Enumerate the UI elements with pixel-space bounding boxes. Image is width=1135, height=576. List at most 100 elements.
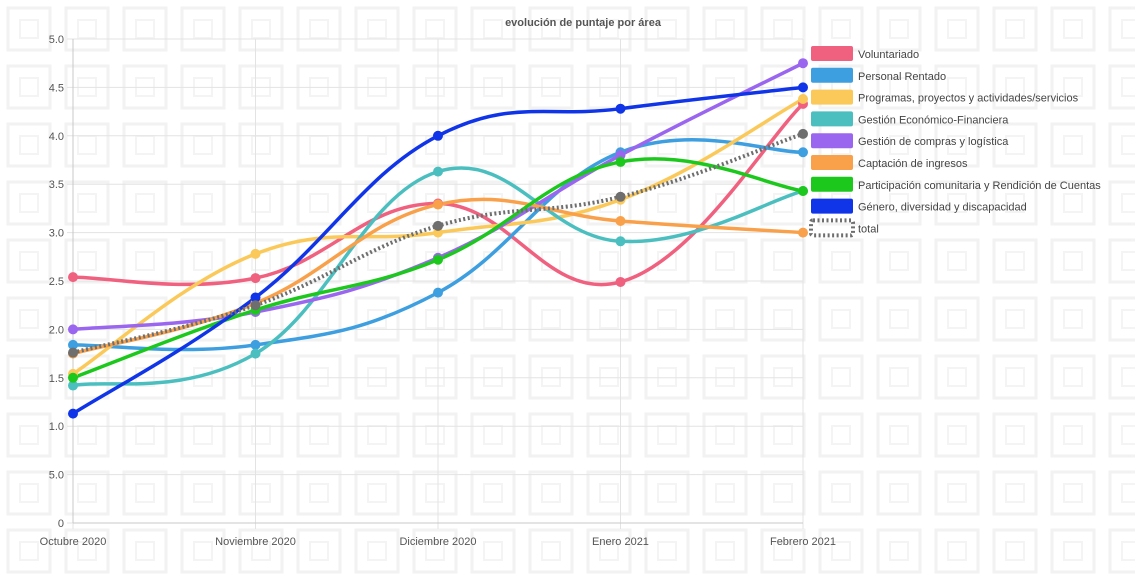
bg-pattern-tile	[702, 354, 748, 400]
bg-pattern-tile	[6, 470, 52, 516]
bg-pattern-tile	[528, 354, 574, 400]
bg-pattern-tile-inner	[831, 367, 851, 387]
bg-pattern-tile-inner	[193, 19, 213, 39]
bg-pattern-tile	[1108, 412, 1135, 458]
bg-pattern-tile-inner	[367, 541, 387, 561]
y-tick-label: 1.5	[49, 373, 64, 385]
bg-pattern-tile	[702, 180, 748, 226]
bg-pattern-tile-inner	[193, 251, 213, 271]
bg-pattern-tile	[296, 180, 342, 226]
y-tick-label: 1.0	[49, 421, 64, 433]
bg-pattern-tile	[992, 354, 1038, 400]
bg-pattern-tile-inner	[599, 367, 619, 387]
bg-pattern-tile-inner	[1121, 251, 1135, 271]
bg-pattern-tile	[528, 412, 574, 458]
bg-pattern-tile	[702, 238, 748, 284]
bg-pattern-tile	[354, 354, 400, 400]
bg-pattern-tile	[1050, 354, 1096, 400]
bg-pattern-tile	[586, 528, 632, 574]
bg-pattern-tile	[934, 354, 980, 400]
data-point	[798, 58, 808, 69]
bg-pattern-tile	[296, 122, 342, 168]
series-points	[68, 58, 808, 419]
legend-swatch	[811, 176, 853, 192]
bg-pattern-tile	[296, 412, 342, 458]
y-tick-label: 2.0	[49, 324, 64, 336]
legend-swatch	[811, 155, 853, 170]
bg-pattern-tile-inner	[425, 367, 445, 387]
legend-label: Participación comunitaria y Rendición de…	[858, 180, 1101, 192]
bg-pattern-tile-inner	[889, 135, 909, 155]
bg-pattern-tile	[1108, 64, 1135, 110]
bg-pattern-tile-inner	[1005, 251, 1025, 271]
bg-pattern-tile	[238, 528, 284, 574]
bg-pattern-tile	[470, 238, 516, 284]
y-tick-label: 0	[58, 518, 64, 530]
bg-pattern-tile-inner	[947, 483, 967, 503]
bg-pattern-tile-inner	[889, 19, 909, 39]
data-point	[433, 220, 443, 231]
x-axis-ticks: Octubre 2020 Noviembre 2020 Diciembre 2020…	[40, 536, 836, 548]
data-point	[615, 276, 626, 287]
bg-pattern-tile-inner	[947, 367, 967, 387]
bg-pattern-tile	[122, 354, 168, 400]
bg-pattern-tile-inner	[77, 19, 97, 39]
bg-pattern-tile	[644, 354, 690, 400]
bg-pattern-tile	[180, 6, 226, 52]
bg-pattern-tile	[1108, 122, 1135, 168]
bg-pattern-tile-inner	[541, 309, 561, 329]
y-tick-label: 2.5	[49, 276, 64, 288]
bg-pattern-tile	[6, 412, 52, 458]
chart-title: evolución de puntaje por área	[505, 17, 662, 29]
y-axis-ticks: 0 5.0 1.0 1.5 2.0 2.5 3.0 3.5 4.0 4.5 5.0	[49, 34, 64, 530]
bg-pattern-tile	[1108, 296, 1135, 342]
bg-pattern-tile	[412, 122, 458, 168]
bg-pattern-tile	[760, 180, 806, 226]
legend: Voluntariado Personal Rentado Programas, p…	[809, 46, 1101, 238]
bg-pattern-tile	[470, 354, 516, 400]
legend-label: Gestión de compras y logística	[858, 136, 1009, 148]
bg-pattern-tile	[64, 412, 110, 458]
bg-pattern-tile-inner	[483, 309, 503, 329]
legend-label: Gestión Económico-Financiera	[858, 114, 1009, 126]
bg-pattern-tile-inner	[889, 193, 909, 213]
bg-pattern-tile-inner	[135, 483, 155, 503]
bg-pattern-tile	[6, 354, 52, 400]
bg-pattern-tile	[934, 6, 980, 52]
bg-pattern-tile	[876, 412, 922, 458]
bg-pattern-tile-inner	[947, 309, 967, 329]
bg-pattern-tile	[64, 528, 110, 574]
bg-pattern-tile	[586, 6, 632, 52]
bg-pattern-tile	[412, 528, 458, 574]
bg-pattern-tile-inner	[541, 483, 561, 503]
data-point	[615, 156, 626, 167]
bg-pattern-tile-inner	[947, 135, 967, 155]
bg-pattern-tile	[354, 528, 400, 574]
bg-pattern-tile	[470, 470, 516, 516]
bg-pattern-tile	[180, 354, 226, 400]
bg-pattern-tile	[528, 122, 574, 168]
data-point	[798, 94, 808, 105]
bg-pattern-tile-inner	[1121, 541, 1135, 561]
legend-swatch	[811, 89, 853, 105]
bg-pattern-tile	[1050, 180, 1096, 226]
bg-pattern-tile	[818, 470, 864, 516]
bg-pattern-tile	[876, 180, 922, 226]
bg-pattern-tile	[6, 180, 52, 226]
data-point	[250, 339, 261, 350]
bg-pattern-tile	[702, 412, 748, 458]
bg-pattern-tile-inner	[309, 309, 329, 329]
bg-pattern-tile-inner	[77, 483, 97, 503]
bg-pattern-tile	[1050, 6, 1096, 52]
bg-pattern-tile	[470, 6, 516, 52]
bg-pattern-tile	[1108, 180, 1135, 226]
bg-pattern-tile	[238, 180, 284, 226]
bg-pattern-tile	[760, 296, 806, 342]
bg-pattern-tile	[644, 412, 690, 458]
legend-label: Género, diversidad y discapacidad	[858, 202, 1027, 214]
bg-pattern-tile-inner	[715, 251, 735, 271]
bg-pattern-tile-inner	[773, 251, 793, 271]
bg-pattern-tile-inner	[19, 483, 39, 503]
bg-pattern-tile-inner	[1063, 309, 1083, 329]
bg-pattern-tile-inner	[599, 483, 619, 503]
